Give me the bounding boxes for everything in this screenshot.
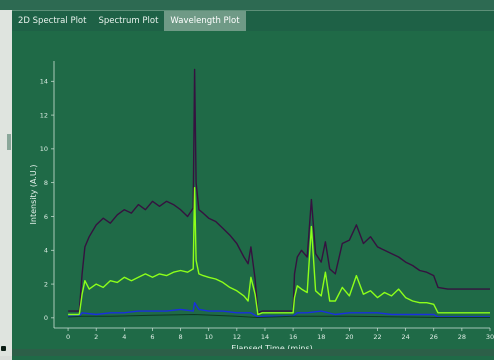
gutter-handle[interactable] [7,134,11,150]
x-tick-label: 20 [345,333,353,341]
x-tick-label: 0 [66,333,70,341]
plot-panel: 2D Spectral Plot Spectrum Plot Wavelengt… [12,10,494,360]
x-tick-label: 22 [373,333,381,341]
x-tick-label: 8 [179,333,183,341]
y-tick-label: 4 [44,247,48,255]
x-tick-label: 6 [150,333,154,341]
tab-wavelength-plot[interactable]: Wavelength Plot [164,11,246,31]
window-top-strip [0,0,494,10]
y-tick-label: 10 [40,145,48,153]
series-line-2 [68,302,490,318]
x-tick-label: 10 [205,333,213,341]
left-gutter [0,10,12,356]
x-axis-ticks: 0 2 4 6 8 10 12 14 16 18 20 22 24 26 28 30 [66,328,494,341]
y-axis-ticks: 0 2 4 6 8 10 12 14 [40,78,54,322]
x-tick-label: 4 [122,333,126,341]
x-tick-label: 18 [317,333,325,341]
x-tick-label: 24 [401,333,409,341]
wavelength-chart: 0 2 4 6 8 10 12 14 16 18 20 22 24 26 28 30 02468101214 … [12,31,494,360]
tab-bar: 2D Spectral Plot Spectrum Plot Wavelengt… [12,11,494,31]
plot-background [12,31,494,360]
x-tick-label: 14 [261,333,269,341]
y-tick-label: 12 [40,111,48,119]
y-axis-title: Intensity (A.U.) [29,165,38,225]
series-layer [68,68,490,318]
bottom-strip [12,349,494,356]
y-tick-label: 6 [44,213,48,221]
x-tick-label: 26 [430,333,438,341]
series-line-1 [68,186,490,316]
tab-spectrum-plot[interactable]: Spectrum Plot [98,16,159,26]
x-tick-label: 16 [289,333,297,341]
tab-2d-spectral-plot[interactable]: 2D Spectral Plot [18,16,87,26]
x-axis-title: Elapsed Time (mins) [231,344,313,353]
y-tick-label: 14 [40,78,48,86]
x-tick-label: 28 [458,333,466,341]
x-tick-label: 2 [94,333,98,341]
x-tick-label: 12 [233,333,241,341]
x-tick-label: 30 [486,333,494,341]
y-tick-label: 8 [44,179,48,187]
y-tick-label: 0 [44,314,48,322]
y-tick-label: 2 [44,280,48,288]
series-line-3 [68,314,490,318]
gutter-dot [1,346,6,351]
